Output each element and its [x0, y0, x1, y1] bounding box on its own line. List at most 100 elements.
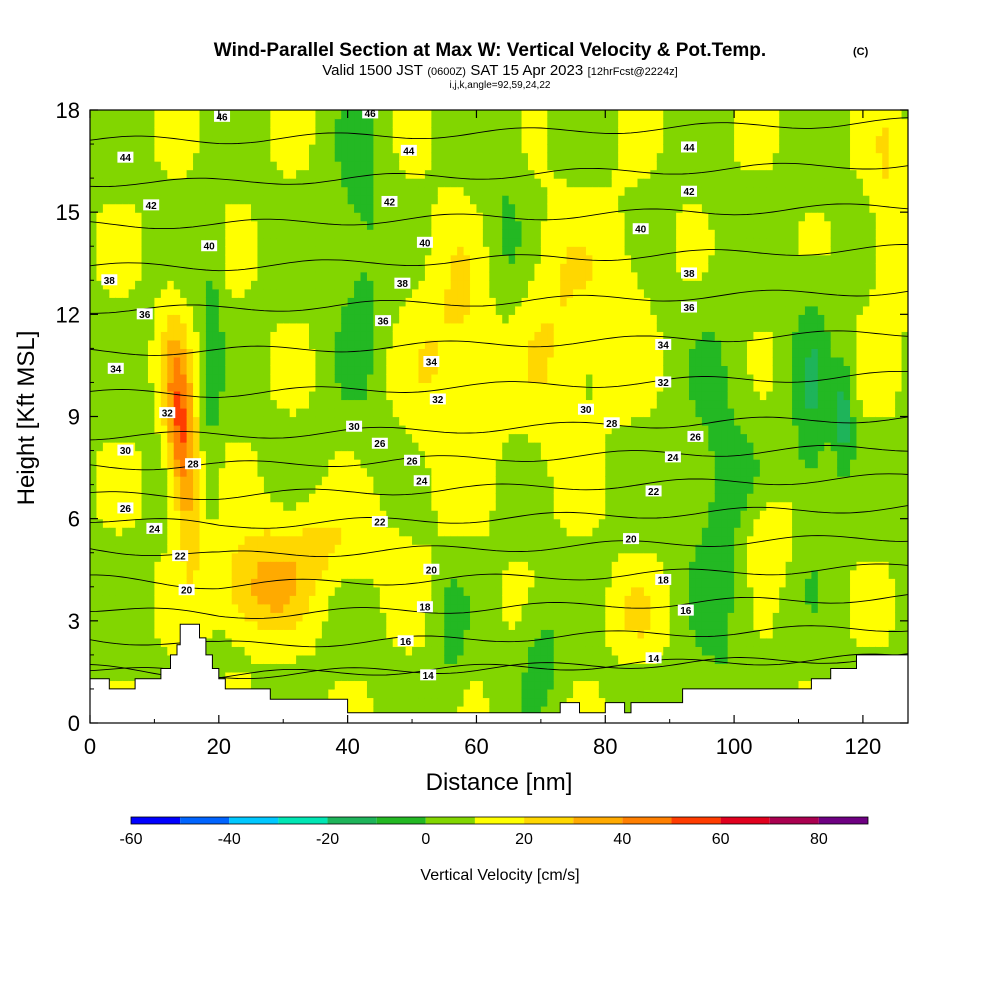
- velocity-cell: [508, 331, 516, 341]
- velocity-cell: [289, 552, 297, 562]
- velocity-cell: [257, 612, 265, 622]
- velocity-cell: [109, 569, 117, 579]
- velocity-cell: [109, 416, 117, 426]
- velocity-cell: [109, 476, 117, 486]
- velocity-cell: [495, 688, 503, 699]
- velocity-cell: [160, 305, 168, 315]
- velocity-cell: [360, 680, 368, 690]
- velocity-cell: [405, 476, 413, 486]
- velocity-cell: [321, 433, 329, 443]
- velocity-cell: [90, 637, 98, 647]
- velocity-cell: [102, 595, 110, 605]
- velocity-cell: [502, 314, 510, 324]
- velocity-cell: [476, 348, 484, 358]
- velocity-cell: [347, 365, 355, 375]
- velocity-cell: [392, 144, 400, 154]
- velocity-cell: [115, 314, 123, 324]
- velocity-cell: [463, 552, 471, 562]
- velocity-cell: [218, 578, 226, 588]
- velocity-cell: [122, 459, 130, 469]
- velocity-cell: [270, 595, 278, 605]
- velocity-cell: [373, 271, 381, 281]
- velocity-cell: [489, 186, 497, 196]
- velocity-cell: [386, 493, 394, 503]
- velocity-cell: [495, 459, 503, 469]
- velocity-cell: [135, 161, 143, 171]
- velocity-cell: [495, 178, 503, 188]
- velocity-cell: [231, 569, 239, 579]
- velocity-cell: [283, 118, 291, 128]
- velocity-cell: [392, 476, 400, 486]
- velocity-cell: [379, 356, 387, 367]
- velocity-cell: [444, 203, 452, 213]
- velocity-cell: [308, 212, 317, 222]
- velocity-cell: [289, 569, 297, 579]
- velocity-cell: [231, 467, 239, 477]
- velocity-cell: [399, 484, 407, 494]
- velocity-cell: [308, 280, 317, 290]
- velocity-cell: [399, 697, 407, 707]
- velocity-cell: [218, 407, 226, 418]
- velocity-cell: [521, 603, 529, 613]
- velocity-cell: [128, 518, 136, 528]
- velocity-cell: [238, 407, 246, 418]
- velocity-cell: [263, 663, 271, 673]
- velocity-cell: [463, 373, 471, 384]
- velocity-cell: [315, 127, 323, 137]
- velocity-cell: [283, 663, 291, 673]
- velocity-cell: [251, 459, 259, 469]
- velocity-cell: [167, 433, 175, 443]
- velocity-cell: [444, 620, 452, 630]
- velocity-cell: [412, 152, 420, 162]
- velocity-cell: [347, 629, 355, 639]
- velocity-cell: [437, 501, 445, 511]
- velocity-cell: [354, 195, 362, 205]
- velocity-cell: [141, 246, 149, 256]
- velocity-cell: [218, 671, 226, 682]
- velocity-cell: [238, 663, 246, 673]
- velocity-cell: [160, 178, 168, 188]
- velocity-cell: [476, 425, 484, 435]
- velocity-cell: [508, 305, 516, 315]
- velocity-cell: [379, 569, 387, 579]
- velocity-cell: [257, 620, 265, 630]
- velocity-cell: [386, 178, 394, 188]
- velocity-cell: [180, 254, 188, 264]
- velocity-cell: [231, 552, 239, 562]
- velocity-cell: [167, 382, 175, 392]
- velocity-cell: [360, 399, 368, 409]
- velocity-cell: [270, 178, 278, 188]
- velocity-cell: [257, 237, 265, 247]
- velocity-cell: [521, 671, 529, 682]
- velocity-cell: [244, 356, 252, 367]
- velocity-cell: [296, 442, 304, 452]
- velocity-cell: [321, 663, 329, 673]
- velocity-cell: [476, 288, 484, 298]
- velocity-cell: [386, 407, 394, 418]
- velocity-cell: [147, 186, 156, 196]
- velocity-cell: [308, 237, 317, 247]
- velocity-cell: [167, 144, 175, 154]
- velocity-cell: [141, 578, 149, 588]
- velocity-cell: [341, 339, 349, 349]
- velocity-cell: [263, 195, 271, 205]
- velocity-cell: [495, 407, 503, 418]
- velocity-cell: [289, 305, 297, 315]
- velocity-cell: [424, 212, 432, 222]
- velocity-cell: [521, 416, 529, 426]
- velocity-cell: [437, 254, 445, 264]
- velocity-cell: [328, 152, 336, 162]
- velocity-cell: [341, 442, 349, 452]
- velocity-cell: [437, 544, 445, 554]
- velocity-cell: [418, 552, 426, 562]
- velocity-cell: [109, 450, 117, 460]
- velocity-cell: [141, 339, 149, 349]
- velocity-cell: [379, 578, 387, 588]
- velocity-cell: [412, 212, 420, 222]
- velocity-cell: [515, 629, 523, 639]
- velocity-cell: [128, 331, 136, 341]
- velocity-cell: [321, 373, 329, 384]
- velocity-cell: [238, 527, 246, 537]
- velocity-cell: [392, 382, 400, 392]
